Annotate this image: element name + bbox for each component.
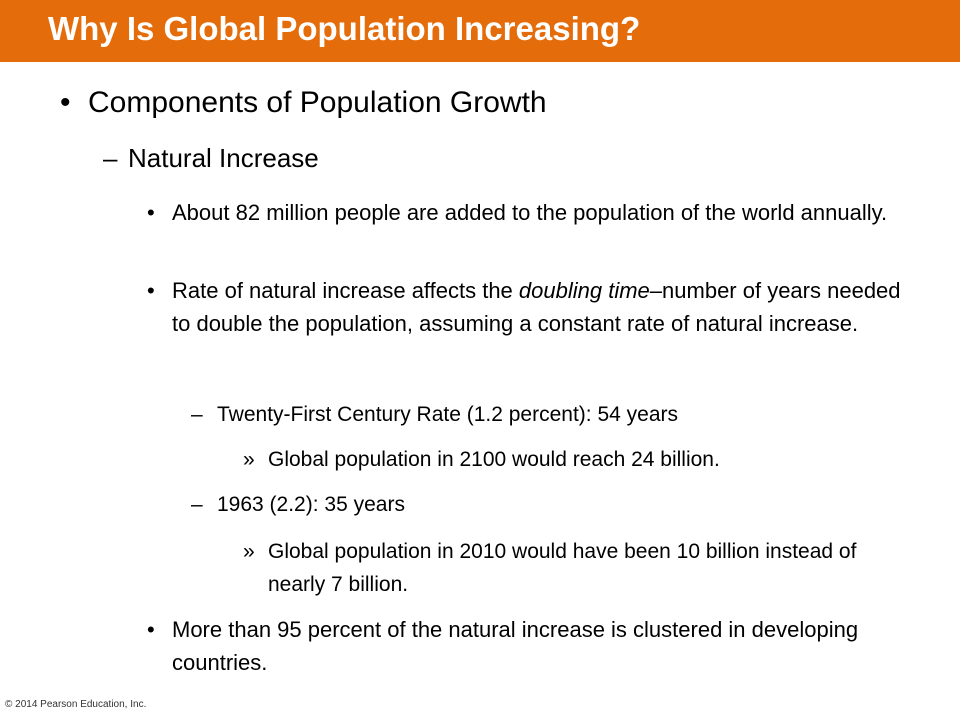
heading: Components of Population Growth	[60, 86, 547, 120]
text: –number of years needed to double the po…	[172, 278, 901, 336]
italic-term: doubling time	[518, 278, 650, 303]
title-bar	[0, 0, 960, 62]
slide-title: Why Is Global Population Increasing?	[48, 10, 641, 47]
text: Rate of natural increase affects the	[172, 278, 519, 303]
sub-point: 1963 (2.2): 35 years	[191, 489, 405, 521]
point: Rate of natural increase affects the dou…	[147, 274, 912, 340]
detail: Global population in 2100 would reach 24…	[243, 443, 918, 476]
sub-point: Twenty-First Century Rate (1.2 percent):…	[191, 399, 678, 431]
subheading: Natural Increase	[103, 143, 319, 174]
detail: Global population in 2010 would have bee…	[243, 535, 918, 601]
copyright: © 2014 Pearson Education, Inc.	[5, 699, 147, 710]
point: More than 95 percent of the natural incr…	[147, 613, 912, 679]
point: About 82 million people are added to the…	[147, 196, 912, 229]
